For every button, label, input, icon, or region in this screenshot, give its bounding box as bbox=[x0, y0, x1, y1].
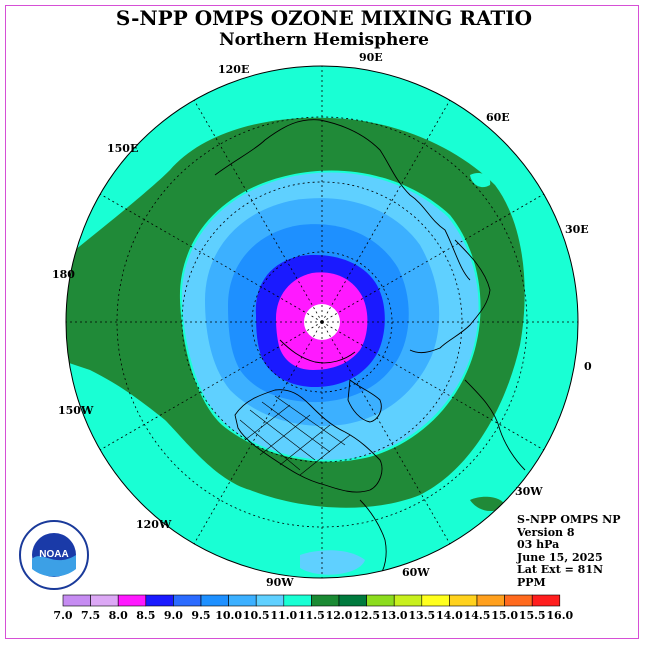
colorbar-box bbox=[531, 594, 561, 607]
colorbar-tick-label: 15.5 bbox=[519, 609, 546, 622]
lon-label-60e: 60E bbox=[486, 111, 510, 124]
map-outline bbox=[65, 65, 579, 579]
info-product: S-NPP OMPS NP bbox=[517, 513, 621, 526]
coastline-north-america bbox=[234, 389, 383, 493]
colorbar-box bbox=[476, 594, 505, 607]
lon-label-30w: 30W bbox=[515, 485, 543, 498]
colorbar-tick-label: 12.5 bbox=[353, 609, 380, 622]
info-units: PPM bbox=[517, 575, 546, 589]
colorbar-tick-label: 14.0 bbox=[436, 609, 463, 622]
colorbar-box bbox=[338, 594, 367, 607]
colorbar-tick-label: 7.5 bbox=[81, 609, 100, 622]
colorbar-box bbox=[90, 594, 119, 607]
colorbar-tick-label: 11.0 bbox=[270, 609, 297, 622]
coastline-asia bbox=[214, 119, 471, 281]
green-band-region bbox=[66, 117, 525, 508]
colorbar-box bbox=[200, 594, 229, 607]
lon-label-30e: 30E bbox=[565, 223, 589, 236]
lon-label-180: 180 bbox=[52, 268, 75, 281]
colorbar-box bbox=[173, 594, 202, 607]
colorbar-box bbox=[504, 594, 533, 607]
colorbar-ticks: 7.0 7.5 8.0 8.5 9.0 9.5 10.0 10.5 11.0 11.5 12.0 12… bbox=[53, 609, 573, 622]
colorbar-box bbox=[449, 594, 478, 607]
colorbar-tick-label: 16.0 bbox=[546, 609, 573, 622]
cyan-lake-patch bbox=[470, 173, 491, 188]
info-panel: S-NPP OMPS NP Version 8 03 hPa June 15, … bbox=[517, 513, 621, 589]
colorbar-tick-label: 9.0 bbox=[164, 609, 183, 622]
coastline-arctic bbox=[279, 339, 356, 364]
colorbar-tick-label: 12.0 bbox=[326, 609, 353, 622]
info-level: 03 hPa bbox=[517, 538, 560, 551]
colorbar-tick-label: 15.0 bbox=[491, 609, 518, 622]
coastline-europe bbox=[409, 239, 491, 354]
colorbar-box bbox=[283, 594, 312, 607]
longitude-labels: 120E 90E 60E 30E 0 150E 180 150W 120W 90… bbox=[52, 51, 592, 589]
colorbar-tick-label: 10.0 bbox=[215, 609, 242, 622]
colorbar-tick-label: 10.5 bbox=[243, 609, 270, 622]
lon-label-150w: 150W bbox=[58, 404, 94, 417]
noaa-logo: NOAA bbox=[19, 520, 89, 590]
lon-label-60w: 60W bbox=[402, 566, 430, 579]
info-version: Version 8 bbox=[517, 525, 575, 539]
us-state-lines bbox=[239, 395, 351, 476]
colorbar-boxes bbox=[62, 594, 561, 607]
lon-label-0: 0 bbox=[584, 360, 592, 373]
lon-label-120e: 120E bbox=[218, 63, 249, 76]
colorbar-tick-label: 9.5 bbox=[191, 609, 210, 622]
colorbar-box bbox=[393, 594, 423, 607]
colorbar-tick-label: 14.5 bbox=[464, 609, 491, 622]
coastline-greenland bbox=[347, 379, 382, 423]
colorbar-box bbox=[311, 594, 340, 607]
colorbar-box bbox=[366, 594, 395, 607]
colorbar-tick-label: 13.0 bbox=[381, 609, 408, 622]
graticule bbox=[66, 66, 578, 578]
noaa-logo-text: NOAA bbox=[39, 549, 68, 560]
lon-label-120w: 120W bbox=[136, 518, 172, 531]
coastlines bbox=[214, 119, 526, 578]
colorbar-box bbox=[421, 594, 450, 607]
colorbar-tick-label: 8.0 bbox=[109, 609, 128, 622]
figure-border bbox=[5, 5, 639, 639]
lon-label-90w: 90W bbox=[266, 576, 294, 589]
colorbar-box bbox=[255, 594, 285, 607]
green-patch bbox=[470, 496, 505, 512]
colorbar-tick-label: 7.0 bbox=[53, 609, 72, 622]
colorbar-tick-label: 11.5 bbox=[298, 609, 325, 622]
blue-patch-south bbox=[300, 550, 365, 575]
coastline-south-america bbox=[359, 499, 387, 578]
lon-label-90e: 90E bbox=[359, 51, 383, 64]
info-date: June 15, 2025 bbox=[517, 550, 603, 564]
lon-label-150e: 150E bbox=[107, 142, 138, 155]
colorbar-tick-label: 13.5 bbox=[408, 609, 435, 622]
colorbar-box bbox=[228, 594, 257, 607]
map-title: S-NPP OMPS OZONE MIXING RATIO bbox=[115, 6, 533, 30]
info-lat-ext: Lat Ext = 81N bbox=[517, 563, 604, 576]
colorbar-box bbox=[62, 594, 91, 607]
colorbar-box bbox=[145, 594, 174, 607]
colorbar-tick-label: 8.5 bbox=[136, 609, 155, 622]
map-subtitle: Northern Hemisphere bbox=[219, 30, 429, 50]
coastline-africa bbox=[464, 379, 526, 471]
colorbar-box bbox=[117, 594, 147, 607]
colorbar: 7.0 7.5 8.0 8.5 9.0 9.5 10.0 10.5 11.0 11.5 12.0 12… bbox=[53, 594, 574, 622]
